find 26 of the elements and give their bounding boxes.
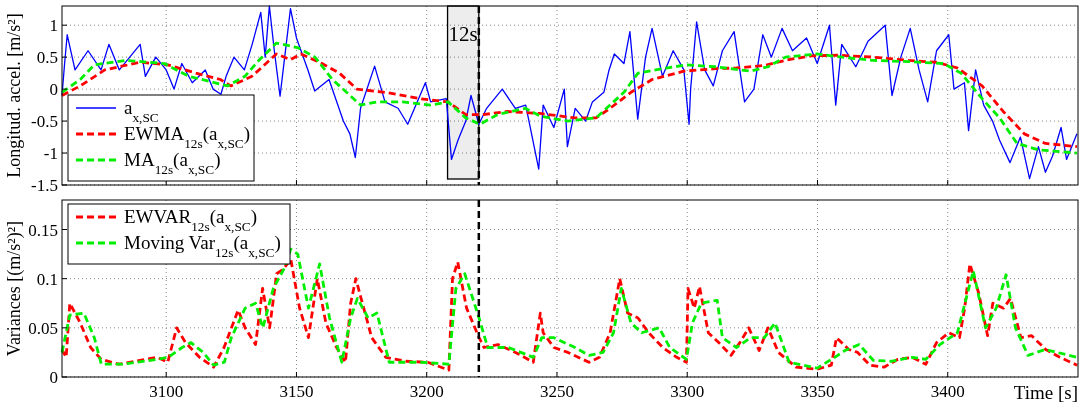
band-label: 12s (448, 22, 478, 46)
y-tick-label: 0.15 (28, 220, 58, 240)
y-tick-label: 1 (49, 16, 58, 36)
x-tick-label: 3250 (539, 382, 574, 401)
legend-label: MA$_{12s}$(a$_{x,SC}$) (124, 149, 221, 177)
y-tick-label: 0 (49, 368, 58, 387)
x-tick-label: 3400 (930, 382, 965, 401)
legend-label: a$_{x,SC}$ (124, 97, 159, 125)
x-tick-label: 3150 (279, 382, 314, 401)
legend-label: EWVAR$_{12s}$(a$_{x,SC}$) (124, 206, 258, 234)
x-tick-label: 3350 (800, 382, 835, 401)
y-tick-label: -1.5 (31, 176, 58, 195)
legend-label: Moving Var$_{12s}$(a$_{x,SC}$) (124, 232, 281, 260)
x-axis-title: Time [s] (1013, 382, 1078, 403)
x-tick-label: 3100 (149, 382, 184, 401)
y-tick-label: 0.1 (36, 269, 58, 289)
legend-label: EWMA$_{12s}$(a$_{x,SC}$) (124, 123, 250, 151)
y-tick-label: 0.5 (36, 48, 58, 68)
x-tick-label: 3300 (670, 382, 705, 401)
y-axis-title: Variances [(m/s²)²] (4, 220, 25, 357)
y-axis-title: Longitud. accel. [m/s²] (4, 13, 24, 178)
y-tick-label: 0.05 (28, 318, 58, 338)
x-tick-label: 3200 (409, 382, 444, 401)
y-tick-label: -1 (43, 144, 58, 164)
y-tick-label: -0.5 (31, 112, 58, 132)
y-tick-label: 0 (49, 80, 58, 100)
